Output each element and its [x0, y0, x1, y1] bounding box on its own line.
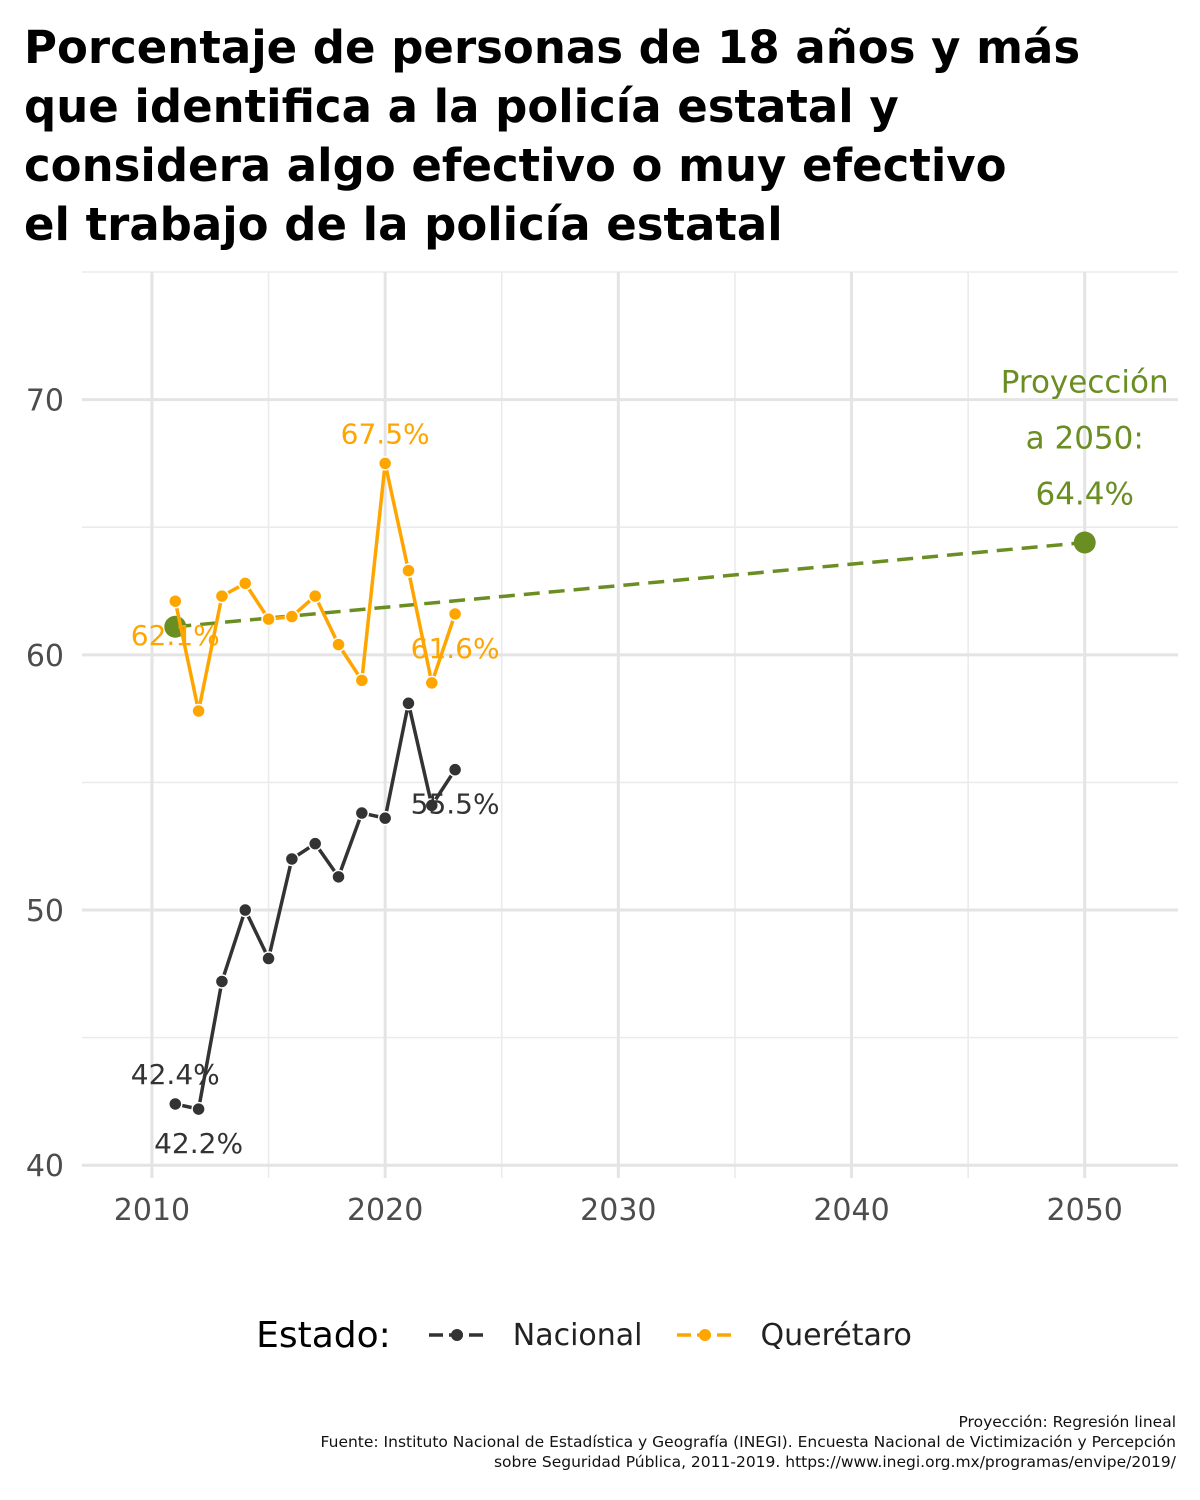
caption-line-3: sobre Seguridad Pública, 2011-2019. http… — [493, 1453, 1176, 1471]
data-label: 42.4% — [131, 1058, 220, 1091]
projection-annotation-line: 64.4% — [1035, 477, 1133, 513]
projection-annotation: Proyección a 2050: 64.4% — [1001, 365, 1169, 513]
data-point-queretaro — [447, 606, 463, 622]
legend-key-queretaro — [676, 1329, 733, 1341]
y-tick-label: 50 — [26, 894, 64, 929]
data-point-queretaro — [424, 675, 440, 691]
data-point-queretaro — [401, 563, 416, 578]
data-point-queretaro — [331, 637, 346, 652]
series-line-nacional — [174, 701, 457, 1111]
data-point-queretaro — [261, 611, 276, 627]
x-tick-label: 2030 — [580, 1193, 656, 1228]
y-tick-labels: 40 50 60 70 — [26, 384, 64, 1185]
x-tick-label: 2050 — [1047, 1193, 1123, 1228]
projection-end-point — [1073, 531, 1096, 554]
data-point-nacional — [377, 810, 393, 826]
y-tick-label: 60 — [26, 639, 64, 674]
legend: Estado: Nacional Querétaro — [0, 1305, 1200, 1365]
data-point-queretaro — [284, 609, 300, 624]
x-tick-label: 2020 — [347, 1193, 423, 1228]
data-point-nacional — [331, 869, 346, 885]
x-tick-label: 2010 — [114, 1193, 190, 1228]
title-line-1: Porcentaje de personas de 18 años y más — [24, 21, 1081, 74]
data-point-nacional — [354, 805, 370, 821]
legend-item-nacional: Nacional — [427, 1318, 643, 1353]
x-tick-label: 2040 — [813, 1193, 889, 1228]
line-chart: 40 50 60 70 2010 2020 2030 2040 2050 42.4% 42.2%… — [26, 271, 1178, 1228]
title-line-4: el trabajo de la policía estatal — [24, 198, 783, 251]
data-labels: 42.4% 42.2% 55.5% 62.1% 67.5% 61.6% — [131, 417, 500, 1160]
y-tick-label: 40 — [26, 1149, 64, 1184]
data-point-queretaro — [214, 588, 230, 604]
projection-annotation-line: a 2050: — [1026, 421, 1144, 457]
projection-dashed-line — [175, 540, 1085, 629]
title-line-3: considera algo efectivo o muy efectivo — [24, 139, 1007, 192]
data-point-nacional — [284, 851, 300, 867]
data-point-nacional — [447, 762, 463, 777]
data-point-nacional — [401, 696, 416, 711]
x-tick-labels: 2010 2020 2030 2040 2050 — [114, 1193, 1123, 1228]
data-label: 55.5% — [411, 788, 500, 821]
data-label: 67.5% — [341, 417, 430, 450]
data-label: 61.6% — [411, 632, 500, 665]
data-point-nacional — [261, 951, 276, 966]
legend-label-nacional: Nacional — [512, 1317, 643, 1353]
caption-line-2: Fuente: Instituto Nacional de Estadístic… — [320, 1433, 1176, 1451]
data-point-nacional — [191, 1101, 206, 1117]
projection-annotation-line: Proyección — [1001, 365, 1169, 401]
data-point-queretaro — [191, 703, 206, 719]
data-point-queretaro — [168, 593, 183, 609]
data-point-nacional — [237, 902, 253, 918]
legend-title: Estado: — [256, 1314, 391, 1356]
title-line-2: que identifica a la policía estatal y — [24, 80, 899, 133]
data-point-queretaro — [307, 588, 323, 604]
grid-lines — [82, 271, 1178, 1178]
data-point-queretaro — [377, 456, 393, 471]
series-line-queretaro — [173, 461, 457, 713]
data-point-nacional — [168, 1096, 183, 1112]
data-label: 42.2% — [154, 1127, 243, 1160]
data-point-queretaro — [237, 576, 253, 591]
data-point-nacional — [307, 836, 323, 851]
legend-label-queretaro: Querétaro — [760, 1317, 912, 1353]
caption: Proyección: Regresión lineal Fuente: Ins… — [321, 1412, 1176, 1472]
legend-item-queretaro: Querétaro — [675, 1318, 912, 1353]
caption-line-1: Proyección: Regresión lineal — [958, 1413, 1176, 1431]
legend-key-nacional — [428, 1329, 485, 1341]
data-label: 62.1% — [131, 619, 220, 652]
chart-title: Porcentaje de personas de 18 años y más … — [24, 18, 1174, 254]
data-point-nacional — [214, 974, 230, 989]
y-tick-label: 70 — [26, 384, 64, 419]
projection-line — [164, 531, 1096, 638]
data-point-nacional — [424, 798, 440, 813]
data-point-queretaro — [354, 673, 370, 688]
series-group — [168, 456, 463, 1117]
